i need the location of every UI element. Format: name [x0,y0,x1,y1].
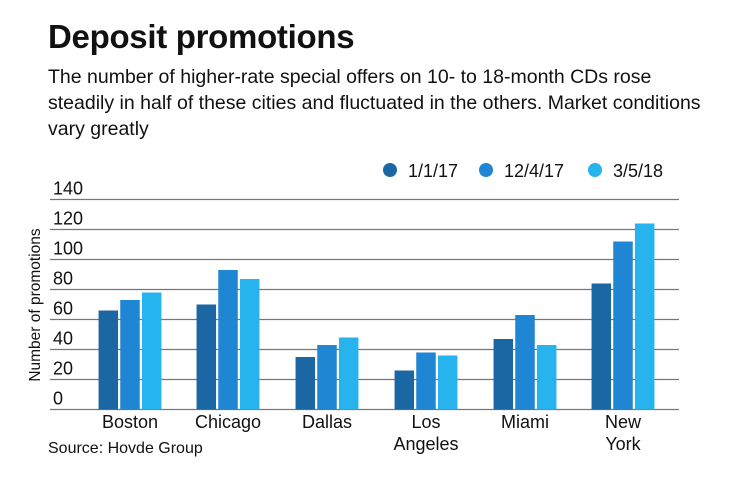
x-tick-label: Angeles [393,434,458,454]
x-tick-label: Boston [102,412,158,432]
bar-1-1-17 [493,339,514,410]
source-note: Source: Hovde Group [48,440,203,457]
bar-1-1-17 [295,357,316,410]
legend-marker [383,163,397,177]
legend-marker [588,163,602,177]
x-tick-label: New [605,412,642,432]
bar-3-5-18 [338,337,359,410]
legend-label: 1/1/17 [408,161,458,181]
y-tick-label: 100 [53,239,83,259]
y-tick-label: 60 [53,299,73,319]
bar-12-4-17 [613,241,633,410]
bar-1-1-17 [98,310,119,410]
x-tick-label: Miami [501,412,549,432]
y-axis-label: Number of promotions [27,228,44,382]
bar-3-5-18 [141,292,162,410]
legend-marker [479,163,493,177]
y-tick-label: 80 [53,269,73,289]
chart-subtitle: The number of higher-rate special offers… [48,66,701,140]
bar-3-5-18 [239,279,260,410]
chart-title: Deposit promotions [48,18,355,55]
x-tick-label: Los [411,412,440,432]
bar-1-1-17 [196,304,217,410]
bar-1-1-17 [591,283,612,410]
legend-label: 12/4/17 [504,161,564,181]
bar-12-4-17 [218,270,238,410]
bar-1-1-17 [394,370,415,410]
y-tick-label: 120 [53,209,83,229]
bar-3-5-18 [634,223,655,410]
y-tick-label: 40 [53,329,73,349]
bar-12-4-17 [416,352,436,410]
y-tick-label: 0 [53,389,63,409]
bar-12-4-17 [515,315,535,410]
y-tick-label: 140 [53,179,83,199]
x-tick-label: Chicago [195,412,261,432]
bar-3-5-18 [437,355,458,410]
bar-12-4-17 [120,300,140,410]
y-tick-label: 20 [53,359,73,379]
bar-12-4-17 [317,345,337,410]
x-tick-label: York [605,434,641,454]
bar-3-5-18 [536,345,557,410]
x-tick-label: Dallas [302,412,352,432]
legend-label: 3/5/18 [613,161,663,181]
